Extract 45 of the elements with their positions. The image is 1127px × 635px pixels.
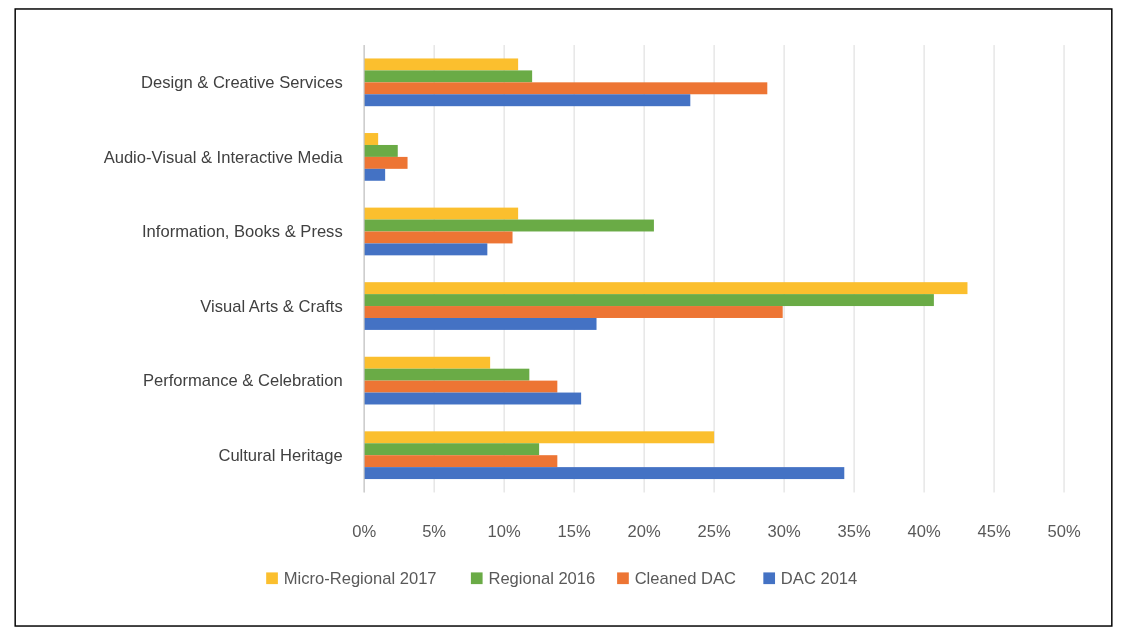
x-tick-label: 45% — [977, 522, 1011, 542]
x-tick-label: 5% — [422, 522, 447, 542]
bar — [364, 133, 379, 145]
x-tick-label: 30% — [767, 522, 801, 542]
y-tick-label: Design & Creative Services — [141, 73, 343, 93]
legend-label: DAC 2014 — [780, 569, 858, 589]
x-tick-label: 10% — [487, 522, 521, 542]
legend-label: Regional 2016 — [488, 569, 596, 589]
bar — [364, 392, 582, 405]
bar — [364, 467, 845, 480]
y-tick-label: Visual Arts & Crafts — [200, 296, 343, 316]
bar — [364, 70, 533, 83]
bar — [364, 219, 654, 232]
bar — [364, 156, 408, 169]
x-tick-label: 15% — [557, 522, 591, 542]
bar — [364, 317, 597, 330]
x-tick-label: 20% — [627, 522, 661, 542]
legend-label: Micro-Regional 2017 — [283, 569, 437, 589]
y-tick-label: Information, Books & Press — [142, 222, 343, 242]
x-tick-label: 35% — [837, 522, 871, 542]
bar — [364, 94, 691, 107]
bar — [364, 455, 558, 468]
y-tick-label: Performance & Celebration — [142, 371, 343, 391]
bar — [364, 306, 783, 318]
bar — [364, 282, 968, 295]
legend-label: Cleaned DAC — [634, 569, 736, 589]
bar — [364, 380, 558, 393]
bar — [364, 144, 398, 157]
y-tick-label: Audio-Visual & Interactive Media — [103, 147, 344, 167]
x-tick-label: 50% — [1047, 522, 1081, 542]
bar — [364, 294, 934, 307]
bar — [364, 207, 519, 220]
x-tick-label: 40% — [907, 522, 941, 542]
bar — [364, 431, 715, 444]
bar — [364, 82, 768, 95]
bar — [364, 168, 386, 181]
bar — [364, 243, 488, 256]
bar — [364, 368, 530, 381]
bar — [364, 58, 519, 71]
x-tick-label: 25% — [697, 522, 731, 542]
bar — [364, 443, 540, 456]
x-tick-label: 0% — [352, 522, 377, 542]
bar — [364, 356, 491, 369]
bar — [364, 231, 513, 244]
y-tick-label: Cultural Heritage — [218, 445, 343, 465]
